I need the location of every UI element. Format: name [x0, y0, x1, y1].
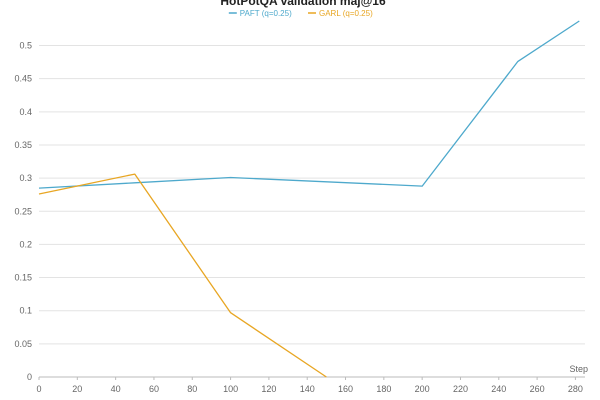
y-tick-label: 0.2 — [19, 239, 32, 249]
x-tick-label: 180 — [376, 384, 391, 394]
x-tick-label: 240 — [491, 384, 506, 394]
axes: 0 0.05 0.1 0.15 0.2 0.25 0.3 0.35 0.4 0.45 0.5 0 20 4… — [14, 41, 585, 394]
chart-title: HotPotQA validation maj@16 — [220, 0, 386, 8]
grid — [39, 45, 585, 345]
x-axis-label: Step — [569, 364, 588, 374]
legend: PAFT (q=0.25) GARL (q=0.25) — [228, 9, 373, 18]
y-tick-label: 0.05 — [14, 339, 32, 349]
x-tick-label: 280 — [568, 384, 583, 394]
x-tick-label: 220 — [453, 384, 468, 394]
legend-label: GARL (q=0.25) — [319, 9, 373, 18]
y-tick-label: 0.35 — [14, 140, 32, 150]
x-tick-label: 160 — [338, 384, 353, 394]
y-tick-label: 0.45 — [14, 74, 32, 84]
x-tick-label: 80 — [187, 384, 197, 394]
x-tick-label: 200 — [415, 384, 430, 394]
x-tick-label: 100 — [223, 384, 238, 394]
y-tick-label: 0.15 — [14, 273, 32, 283]
y-tick-label: 0.3 — [19, 173, 32, 183]
series-line-0 — [38, 20, 580, 189]
series-line-1 — [38, 173, 327, 378]
x-tick-label: 20 — [72, 384, 82, 394]
x-tick-label: 260 — [530, 384, 545, 394]
x-tick-label: 0 — [36, 384, 41, 394]
series-group — [38, 20, 580, 378]
x-tick-label: 40 — [111, 384, 121, 394]
x-tick-label: 120 — [261, 384, 276, 394]
y-tick-label: 0.25 — [14, 206, 32, 216]
x-tick-label: 140 — [300, 384, 315, 394]
y-tick-label: 0.5 — [19, 41, 32, 51]
legend-label: PAFT (q=0.25) — [240, 9, 292, 18]
y-tick-label: 0.1 — [19, 306, 32, 316]
y-tick-label: 0.4 — [19, 107, 32, 117]
x-tick-label: 60 — [149, 384, 159, 394]
y-tick-label: 0 — [27, 372, 32, 382]
